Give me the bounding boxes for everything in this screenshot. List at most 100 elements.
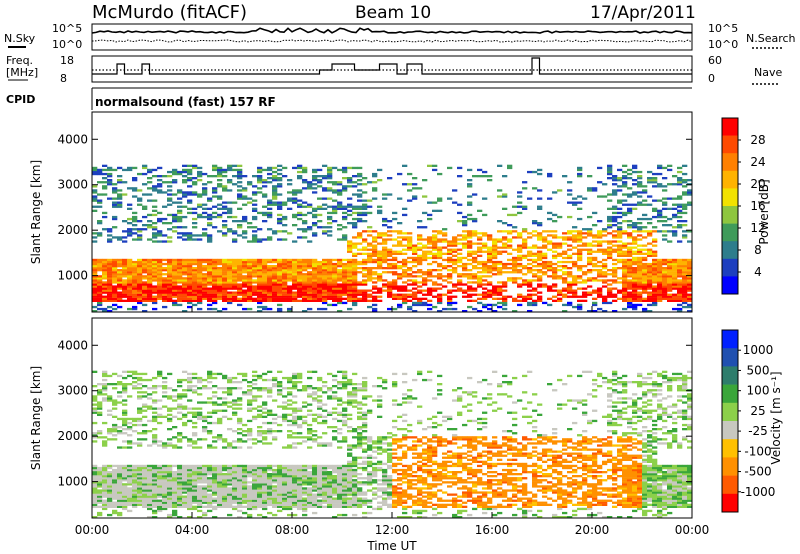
heatmap-cell [617, 250, 623, 253]
heatmap-cell [397, 230, 403, 233]
heatmap-cell [112, 428, 118, 431]
heatmap-cell [342, 293, 348, 296]
heatmap-cell [572, 295, 578, 298]
heatmap-cell [352, 244, 358, 247]
heatmap-cell [217, 471, 223, 474]
heatmap-cell [582, 273, 588, 276]
heatmap-cell [462, 224, 468, 227]
heatmap-cell [572, 197, 578, 200]
heatmap-cell [557, 293, 563, 296]
heatmap-cell [122, 262, 128, 266]
heatmap-cell [177, 287, 183, 290]
heatmap-cell [387, 287, 393, 290]
heatmap-cell [632, 295, 638, 298]
heatmap-cell [187, 385, 193, 388]
heatmap-cell [377, 256, 383, 260]
heatmap-cell [632, 291, 638, 294]
heatmap-cell [232, 479, 238, 482]
heatmap-cell [607, 177, 613, 180]
heatmap-cell [537, 238, 543, 241]
heatmap-cell [152, 428, 158, 431]
heatmap-cell [407, 246, 413, 249]
heatmap-cell [187, 258, 193, 262]
heatmap-cell [377, 250, 383, 253]
heatmap-cell [362, 191, 368, 194]
heatmap-cell [517, 191, 523, 194]
heatmap-cell [477, 279, 483, 282]
heatmap-cell [522, 279, 528, 282]
heatmap-cell [92, 293, 98, 296]
heatmap-cell [167, 499, 173, 502]
heatmap-cell [322, 177, 328, 180]
heatmap-cell [397, 295, 403, 298]
heatmap-cell [227, 376, 233, 380]
heatmap-cell [122, 168, 128, 172]
heatmap-cell [637, 175, 643, 178]
heatmap-cell [132, 489, 138, 492]
heatmap-cell [552, 256, 558, 260]
heatmap-cell [147, 378, 153, 382]
heatmap-cell [97, 232, 103, 235]
heatmap-cell [307, 271, 313, 274]
heatmap-cell [302, 166, 308, 170]
heatmap-cell [262, 279, 268, 282]
heatmap-cell [177, 438, 183, 441]
heatmap-cell [672, 283, 678, 286]
heatmap-cell [367, 252, 373, 255]
heatmap-cell [162, 381, 168, 384]
heatmap-cell [232, 201, 238, 204]
heatmap-cell [302, 293, 308, 296]
heatmap-cell [232, 430, 238, 433]
heatmap-cell [362, 295, 368, 298]
heatmap-cell [517, 211, 523, 215]
heatmap-cell [357, 207, 363, 210]
heatmap-cell [142, 378, 148, 382]
heatmap-cell [157, 407, 163, 410]
heatmap-cell [567, 244, 573, 247]
heatmap-cell [297, 213, 303, 217]
heatmap-cell [617, 246, 623, 249]
heatmap-cell [157, 271, 163, 274]
heatmap-cell [107, 493, 113, 496]
heatmap-cell [302, 277, 308, 280]
heatmap-cell [477, 277, 483, 280]
heatmap-cell [127, 203, 133, 206]
heatmap-cell [167, 275, 173, 278]
heatmap-cell [152, 279, 158, 282]
heatmap-cell [147, 285, 153, 288]
heatmap-cell [127, 234, 133, 237]
heatmap-cell [642, 191, 648, 194]
heatmap-cell [152, 505, 158, 508]
heatmap-cell [162, 234, 168, 237]
heatmap-cell [657, 291, 663, 294]
heatmap-cell [187, 271, 193, 274]
heatmap-cell [532, 254, 538, 257]
heatmap-cell [102, 397, 108, 400]
heatmap-cell [187, 267, 193, 270]
heatmap-cell [642, 252, 648, 255]
heatmap-cell [142, 475, 148, 478]
heatmap-cell [217, 464, 223, 468]
heatmap-cell [232, 164, 238, 167]
heatmap-cell [112, 307, 118, 311]
heatmap-cell [252, 438, 258, 441]
heatmap-cell [202, 385, 208, 388]
heatmap-cell [117, 497, 123, 500]
heatmap-cell [297, 285, 303, 288]
heatmap-cell [247, 471, 253, 474]
heatmap-cell [352, 254, 358, 257]
heatmap-cell [192, 493, 198, 496]
heatmap-cell [647, 242, 653, 245]
heatmap-cell [252, 234, 258, 237]
heatmap-cell [142, 310, 148, 313]
heatmap-cell [547, 217, 553, 221]
heatmap-cell [587, 262, 593, 266]
heatmap-cell [682, 299, 688, 302]
heatmap-cell [232, 183, 238, 186]
heatmap-cell [292, 293, 298, 296]
heatmap-cell [462, 234, 468, 237]
heatmap-cell [162, 222, 168, 225]
heatmap-cell [257, 187, 263, 190]
heatmap-cell [107, 273, 113, 276]
heatmap-cell [652, 293, 658, 296]
